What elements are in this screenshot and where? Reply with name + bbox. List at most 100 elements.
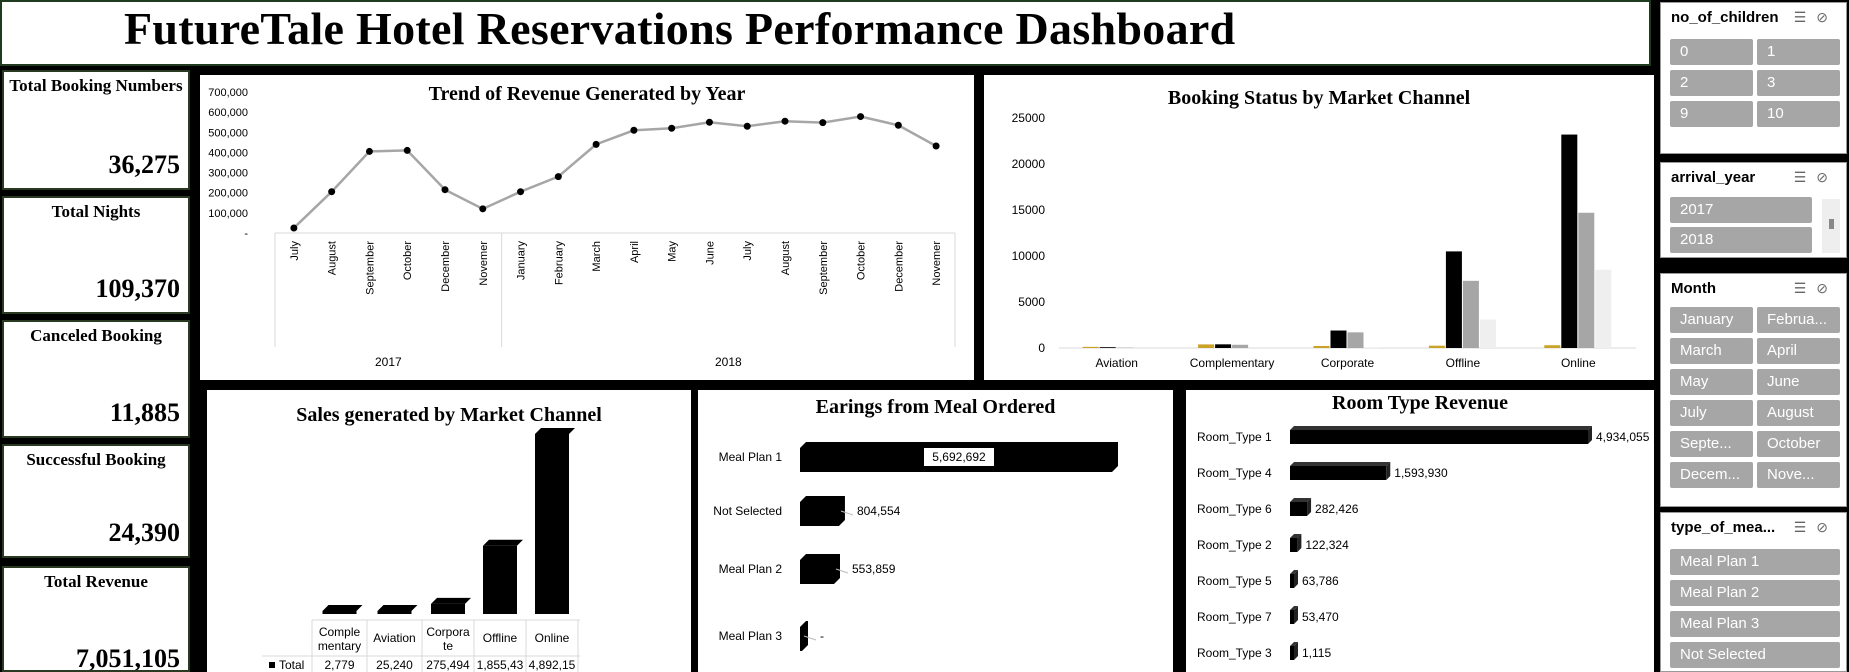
multi-select-icon[interactable]: ☰ [1793,519,1817,535]
slicer-item[interactable]: Meal Plan 3 [1670,611,1840,637]
data-label: 553,859 [852,562,896,576]
slicer-item[interactable]: Meal Plan 2 [1670,580,1840,606]
slicer-item[interactable]: 2018 [1670,227,1812,253]
slicer-item[interactable]: June [1757,369,1840,395]
slicer-item[interactable]: April [1757,338,1840,364]
x-tick-label: Corporate [1321,356,1375,370]
x-tick-label: Complementary [1190,356,1275,370]
status-bar [1215,344,1232,348]
clear-filter-icon[interactable]: ⊘ [1816,280,1838,296]
revenue-point [365,147,373,155]
clear-filter-icon[interactable]: ⊘ [1816,169,1838,185]
revenue-point [517,188,525,196]
revenue-trend-chart[interactable]: Trend of Revenue Generated by Year - 100,… [200,75,974,380]
slicer-item[interactable]: Februa... [1757,307,1840,333]
slicer-item[interactable]: August [1757,400,1840,426]
revenue-point [403,146,411,154]
room-bar-top [1290,642,1298,646]
slicer-item[interactable]: 3 [1757,70,1840,96]
revenue-trend-plot: - 100,000 200,000 300,000 400,000 500,000 600,… [208,87,956,369]
sales-column-top [483,539,523,546]
booking-status-chart[interactable]: Booking Status by Market Channel 0 5000 10… [984,75,1654,380]
x-tick-label: July [742,241,754,261]
revenue-series-line [293,115,937,229]
slicer-item[interactable]: Meal Plan 1 [1670,549,1840,575]
category-label: Comple [319,625,361,639]
status-bar [1561,134,1578,348]
clear-filter-icon[interactable]: ⊘ [1816,9,1838,25]
multi-select-icon[interactable]: ☰ [1793,9,1817,25]
slicer-item[interactable]: March [1670,338,1753,364]
clear-filter-icon[interactable]: ⊘ [1816,519,1838,535]
slicer-no-of-children: no_of_children ☰⊘ 0 1 2 3 9 10 [1660,2,1847,154]
sales-by-channel-chart[interactable]: Sales generated by Market Channel Comple… [207,390,691,672]
slicer-item[interactable]: 9 [1670,101,1753,127]
slicer-item[interactable]: Decem... [1670,462,1753,488]
slicer-scrollbar[interactable] [1822,199,1840,253]
kpi-label: Canceled Booking [30,326,162,345]
slicer-item[interactable]: 0 [1670,39,1753,65]
slicer-item[interactable]: 10 [1757,101,1840,127]
room-bar [1290,466,1387,480]
category-label: Room_Type 1 [1197,430,1272,444]
multi-select-icon[interactable]: ☰ [1793,280,1817,296]
revenue-point [781,117,789,125]
table-value: 25,240 [376,658,413,672]
slicer-item[interactable]: 2 [1670,70,1753,96]
meal-bar [800,554,840,584]
scrollbar-thumb[interactable] [1829,219,1834,229]
sales-column [377,611,412,614]
room-bar [1290,430,1588,444]
slicer-item[interactable]: Not Selected [1670,642,1840,668]
room-bar-side [1386,462,1391,480]
slicer-item[interactable]: Septe... [1670,431,1753,457]
y-tick-label: 100,000 [208,208,248,220]
chart-title: Sales generated by Market Channel [296,404,602,426]
slicer-item[interactable]: January [1670,307,1753,333]
kpi-successful-bookings: Successful Booking 24,390 [2,444,190,558]
sales-column [535,434,569,614]
slicer-item[interactable]: 2017 [1670,197,1812,223]
sales-by-channel-plot: Complementary 2,779 Aviation 25,240 Corporat… [262,428,580,672]
sales-column-top [377,605,418,611]
category-label: mentary [318,639,361,653]
x-tick-label: April [629,241,641,263]
category-label: Room_Type 4 [1197,466,1272,480]
data-label-box [924,448,994,466]
multi-select-icon[interactable]: ☰ [1793,169,1817,185]
sales-column-top [535,428,575,434]
x-tick-label: Novemer [931,241,943,286]
y-tick-label: 200,000 [208,188,248,200]
slicer-item[interactable]: October [1757,431,1840,457]
slicer-type-of-meal: type_of_mea... ☰⊘ Meal Plan 1 Meal Plan … [1660,512,1847,672]
kpi-total-bookings: Total Booking Numbers 36,275 [2,70,190,190]
revenue-point [328,188,336,196]
revenue-point [290,224,298,232]
meal-earnings-chart[interactable]: Earings from Meal Ordered Meal Plan 1 5,6… [698,390,1173,672]
slicer-item[interactable]: May [1670,369,1753,395]
slicer-item[interactable]: July [1670,400,1753,426]
kpi-value: 7,051,105 [76,644,180,672]
status-bar [1232,344,1249,348]
category-label: Aviation [373,631,415,645]
status-bar [1445,251,1462,348]
x-tick-label: October [856,241,868,280]
slicer-controls: ☰⊘ [1794,519,1838,536]
category-label: Room_Type 6 [1197,502,1272,516]
x-tick-label: Aviation [1095,356,1137,370]
status-bar [1578,212,1595,348]
category-label: Meal Plan 3 [719,629,783,643]
data-label: 53,470 [1302,610,1339,624]
sales-column [431,603,465,614]
slicer-item[interactable]: Nove... [1757,462,1840,488]
data-label: 122,324 [1305,538,1349,552]
y-tick-label: 600,000 [208,107,248,119]
category-label: Corpora [426,625,470,639]
sales-column [483,545,517,614]
slicer-controls: ☰⊘ [1794,280,1838,297]
room-type-revenue-chart[interactable]: Room Type Revenue Room_Type 1 4,934,055 Ro… [1186,390,1654,672]
category-label: Room_Type 3 [1197,646,1272,660]
x-tick-label: September [818,241,830,295]
slicer-item[interactable]: 1 [1757,39,1840,65]
room-bar [1290,610,1294,624]
